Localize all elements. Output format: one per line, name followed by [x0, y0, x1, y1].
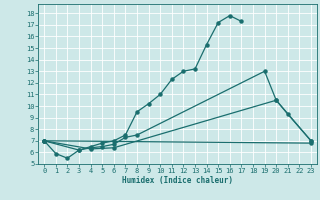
- X-axis label: Humidex (Indice chaleur): Humidex (Indice chaleur): [122, 176, 233, 185]
